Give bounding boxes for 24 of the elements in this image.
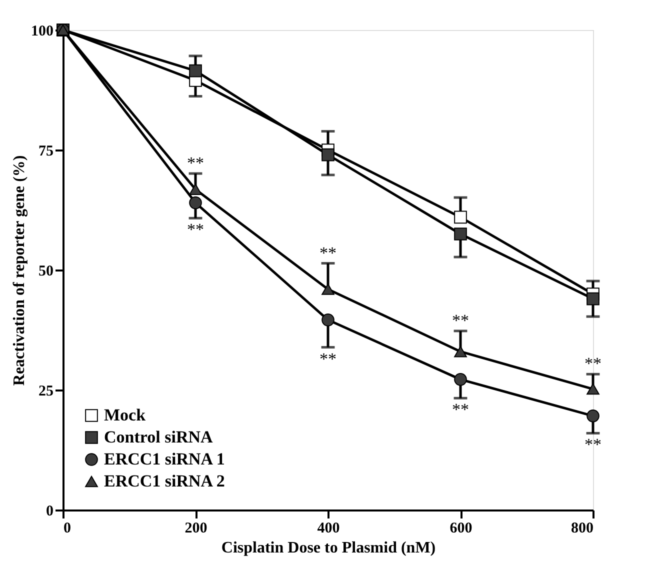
x-tick-label: 0: [64, 520, 71, 536]
x-tick-label: 600: [450, 520, 472, 536]
x-tick-label: 800: [571, 520, 594, 536]
annotation: **: [584, 435, 602, 454]
annotation: **: [452, 310, 469, 330]
annotation: **: [320, 243, 336, 262]
y-tick-label: 0: [46, 504, 54, 520]
annotation: **: [187, 220, 204, 240]
x-tick-label: 400: [317, 520, 340, 536]
annotation: **: [452, 400, 469, 420]
annotation: **: [584, 354, 602, 374]
legend-label: ERCC1 siRNA 1: [104, 450, 225, 468]
x-axis-title: Cisplatin Dose to Plasmid (nM): [221, 540, 436, 556]
legend-label: ERCC1 siRNA 2: [104, 472, 225, 490]
y-axis-title: Reactivation of reporter gene (%): [11, 155, 28, 386]
annotation: **: [187, 154, 204, 173]
y-tick-label: 100: [31, 24, 54, 40]
y-tick-label: 25: [38, 384, 54, 400]
y-tick-label: 50: [38, 264, 54, 280]
annotation: **: [320, 349, 336, 368]
legend-label: Mock: [104, 406, 146, 424]
y-tick-label: 75: [38, 144, 54, 160]
legend-label: Control siRNA: [104, 428, 214, 446]
x-tick-label: 200: [184, 520, 208, 536]
